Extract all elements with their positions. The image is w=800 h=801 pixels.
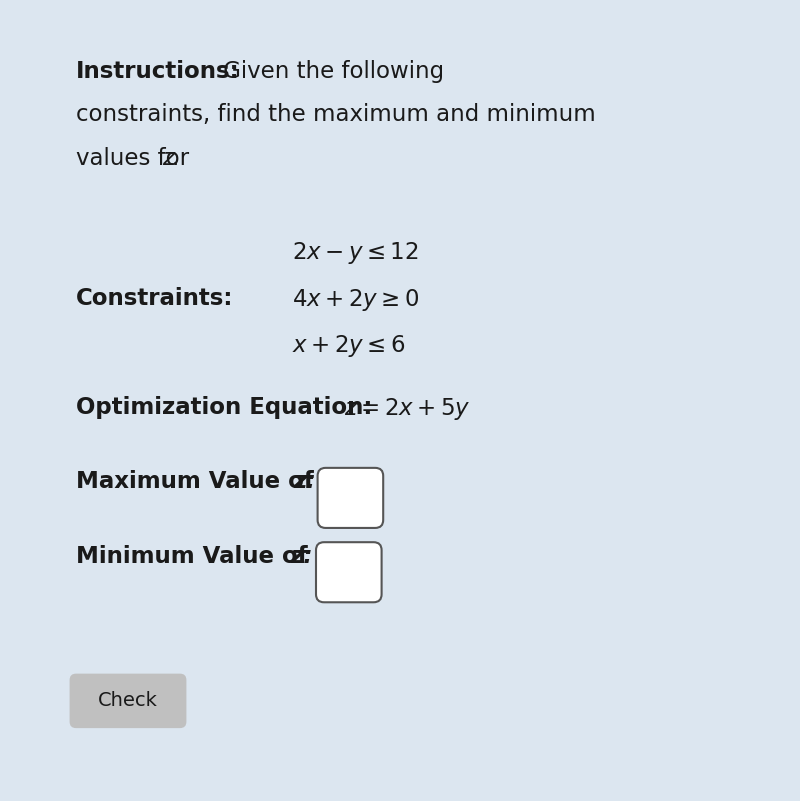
Text: $x + 2y \leq 6$: $x + 2y \leq 6$ <box>292 333 406 359</box>
Text: z:: z: <box>290 545 313 568</box>
Text: Check: Check <box>98 691 158 710</box>
Text: .: . <box>172 147 179 170</box>
Text: Given the following: Given the following <box>216 60 444 83</box>
Text: $4x + 2y \geq 0$: $4x + 2y \geq 0$ <box>292 287 419 312</box>
Text: z: z <box>162 147 174 170</box>
Text: Constraints:: Constraints: <box>76 287 234 310</box>
Text: Instructions:: Instructions: <box>76 60 240 83</box>
Text: Maximum Value of: Maximum Value of <box>76 470 322 493</box>
Text: $2x - y \leq 12$: $2x - y \leq 12$ <box>292 240 418 266</box>
Text: $z = 2x + 5y$: $z = 2x + 5y$ <box>344 396 470 422</box>
Text: Minimum Value of: Minimum Value of <box>76 545 316 568</box>
Text: Optimization Equation:: Optimization Equation: <box>76 396 372 419</box>
Text: constraints, find the maximum and minimum: constraints, find the maximum and minimu… <box>76 103 596 127</box>
Text: values for: values for <box>76 147 196 170</box>
Text: z:: z: <box>294 470 316 493</box>
